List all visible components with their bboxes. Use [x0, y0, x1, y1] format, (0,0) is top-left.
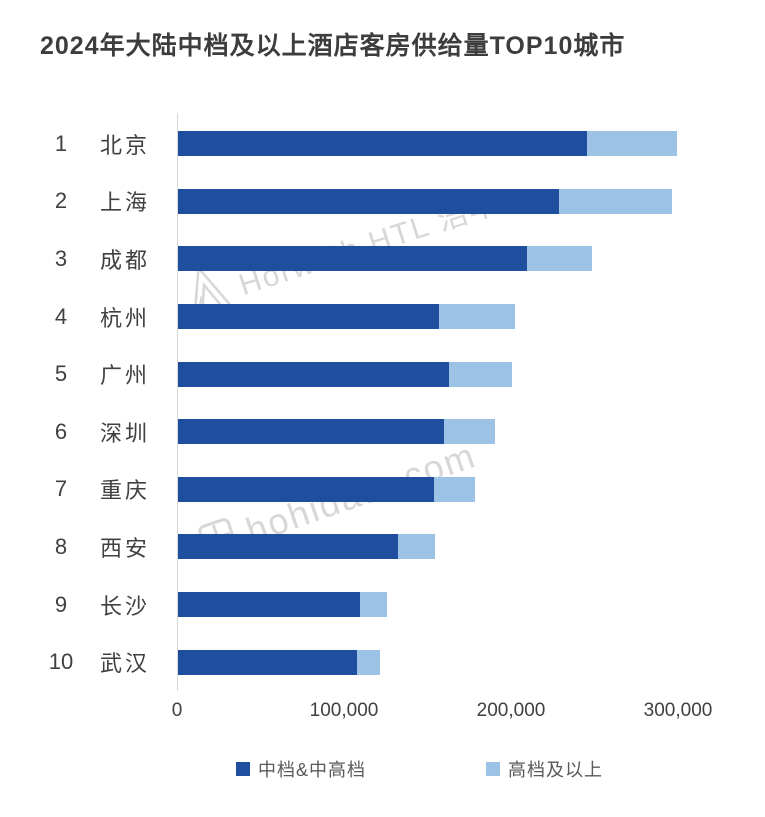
legend-label-mid: 中档&中高档 — [258, 760, 367, 780]
legend-label-upscale: 高档及以上 — [508, 760, 603, 780]
table-row: 9 长沙 — [0, 576, 765, 634]
rank-label: 10 — [48, 649, 74, 675]
table-row: 8 西安 — [0, 518, 765, 576]
city-label: 武汉 — [100, 651, 151, 677]
x-axis-tick-label: 300,000 — [643, 700, 713, 721]
table-row: 7 重庆 — [0, 461, 765, 519]
bar-segment-upscale — [356, 649, 381, 675]
table-row: 1 北京 — [0, 115, 765, 173]
bar-segment-upscale — [587, 131, 678, 157]
legend-swatch-mid — [236, 762, 250, 776]
city-label: 西安 — [100, 535, 151, 561]
stacked-bar — [178, 476, 476, 502]
table-row: 3 成都 — [0, 230, 765, 288]
bar-segment-upscale — [527, 246, 593, 272]
bar-segment-mid — [178, 246, 527, 272]
bar-segment-mid — [178, 476, 434, 502]
table-row: 5 广州 — [0, 345, 765, 403]
city-label: 深圳 — [100, 420, 151, 446]
bar-segment-upscale — [448, 361, 512, 387]
table-row: 10 武汉 — [0, 633, 765, 691]
bar-segment-mid — [178, 649, 357, 675]
bar-segment-upscale — [398, 534, 436, 560]
bar-segment-upscale — [433, 476, 476, 502]
table-row: 2 上海 — [0, 173, 765, 231]
x-axis-tick-label: 200,000 — [476, 700, 546, 721]
stacked-bar — [178, 246, 593, 272]
page-title: 2024年大陆中档及以上酒店客房供给量TOP10城市 — [40, 32, 626, 60]
bar-segment-mid — [178, 592, 360, 618]
rank-label: 2 — [54, 188, 68, 214]
stacked-bar — [178, 534, 436, 560]
bar-segment-mid — [178, 361, 449, 387]
table-row: 6 深圳 — [0, 403, 765, 461]
stacked-bar — [178, 419, 496, 445]
city-label: 上海 — [100, 190, 151, 216]
rank-label: 6 — [54, 418, 68, 444]
bar-segment-mid — [178, 131, 588, 157]
legend-swatch-upscale — [486, 762, 500, 776]
bar-segment-mid — [178, 419, 444, 445]
rank-label: 9 — [54, 591, 68, 617]
rank-label: 3 — [54, 245, 68, 271]
bar-segment-upscale — [558, 188, 673, 214]
legend-item-mid: 中档&中高档 — [236, 756, 366, 782]
city-label: 广州 — [100, 363, 151, 389]
legend-item-upscale: 高档及以上 — [486, 756, 603, 782]
bar-segment-upscale — [443, 419, 496, 445]
bar-segment-upscale — [360, 592, 387, 618]
city-label: 重庆 — [100, 478, 151, 504]
bar-segment-mid — [178, 534, 399, 560]
city-label: 长沙 — [100, 593, 151, 619]
rank-label: 1 — [54, 130, 68, 156]
table-row: 4 杭州 — [0, 288, 765, 346]
stacked-bar — [178, 361, 512, 387]
city-label: 杭州 — [100, 305, 151, 331]
bar-segment-upscale — [438, 304, 516, 330]
x-axis-tick-label: 0 — [171, 700, 183, 721]
bar-rows: 1 北京 2 上海 3 成都 4 杭州 5 广州 6 深圳 7 重庆 8 西安 9 长沙 10 武汉 — [0, 115, 765, 691]
bar-segment-mid — [178, 304, 439, 330]
bar-segment-mid — [178, 188, 559, 214]
rank-label: 7 — [54, 476, 68, 502]
city-label: 北京 — [100, 132, 151, 158]
stacked-bar — [178, 592, 387, 618]
city-label: 成都 — [100, 247, 151, 273]
stacked-bar — [178, 649, 381, 675]
stacked-bar — [178, 304, 516, 330]
x-axis-tick-label: 100,000 — [309, 700, 379, 721]
y-axis-line — [177, 113, 178, 691]
rank-label: 8 — [54, 533, 68, 559]
rank-label: 4 — [54, 303, 68, 329]
rank-label: 5 — [54, 361, 68, 387]
stacked-bar — [178, 188, 673, 214]
stacked-bar — [178, 131, 678, 157]
